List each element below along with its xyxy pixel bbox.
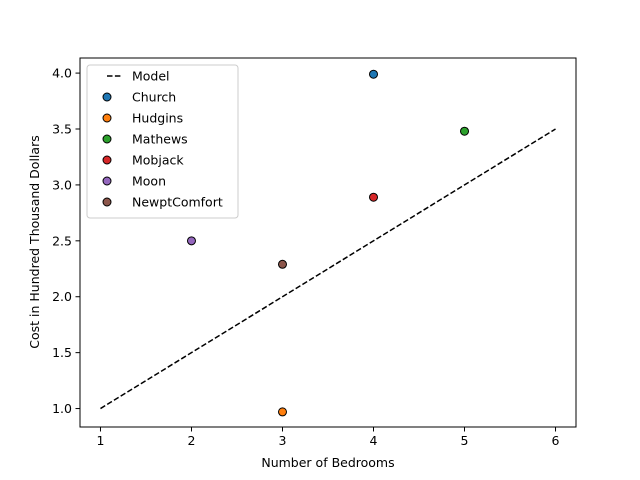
legend-label-mobjack: Mobjack — [132, 153, 184, 168]
data-point-newptcomfort — [277, 259, 287, 269]
legend-label-mathews: Mathews — [132, 132, 188, 147]
data-point-moon — [186, 236, 196, 246]
y-tick-label: 1.0 — [52, 401, 72, 416]
legend-label-model: Model — [132, 69, 170, 84]
y-axis-label: Cost in Hundred Thousand Dollars — [27, 135, 42, 348]
x-tick-label: 3 — [279, 433, 287, 448]
plot-frame — [79, 57, 577, 428]
data-point-mobjack — [369, 192, 379, 202]
legend: Model Church Hudgins Mathews Mobjack Moon Newp… — [86, 64, 239, 219]
y-tick-label: 3.0 — [52, 177, 72, 192]
legend-swatch-newptcomfort — [102, 197, 112, 207]
y-tick-label: 4.0 — [52, 66, 72, 81]
data-point-hudgins — [277, 407, 287, 417]
legend-swatch-hudgins — [102, 113, 112, 123]
x-axis-label: Number of Bedrooms — [261, 455, 394, 470]
legend-label-church: Church — [132, 90, 176, 105]
y-tick-label: 3.5 — [52, 122, 72, 137]
y-tick-label: 2.5 — [52, 233, 72, 248]
data-point-church — [369, 69, 379, 79]
legend-label-newptcomfort: NewptComfort — [132, 195, 223, 210]
x-tick-label: 6 — [552, 433, 560, 448]
data-point-mathews — [460, 126, 470, 136]
legend-swatch-mathews — [102, 134, 112, 144]
x-tick-label: 4 — [370, 433, 378, 448]
points-layer — [186, 69, 470, 417]
y-tick-label: 2.0 — [52, 289, 72, 304]
model-line — [100, 128, 556, 410]
x-axis-ticks: 1 2 3 4 5 6 — [97, 427, 560, 448]
model-layer — [100, 128, 556, 410]
legend-swatch-church — [102, 92, 112, 102]
x-tick-label: 2 — [188, 433, 196, 448]
legend-label-moon: Moon — [132, 174, 166, 189]
y-axis-ticks: 1.0 1.5 2.0 2.5 3.0 3.5 4.0 — [52, 66, 80, 416]
legend-swatch-moon — [102, 176, 112, 186]
x-tick-label: 5 — [461, 433, 469, 448]
legend-box — [86, 64, 239, 219]
legend-label-hudgins: Hudgins — [132, 111, 183, 126]
legend-swatch-mobjack — [102, 155, 112, 165]
y-tick-label: 1.5 — [52, 345, 72, 360]
x-tick-label: 1 — [97, 433, 105, 448]
